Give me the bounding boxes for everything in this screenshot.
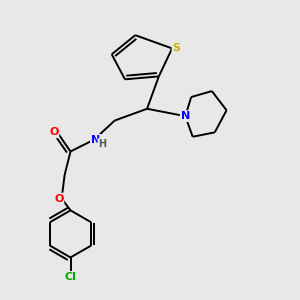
Text: H: H	[98, 139, 106, 149]
Text: O: O	[49, 127, 58, 137]
Text: O: O	[54, 194, 63, 204]
Text: Cl: Cl	[64, 272, 76, 282]
Text: N: N	[181, 111, 190, 121]
Text: N: N	[91, 135, 100, 145]
Text: S: S	[172, 44, 181, 53]
